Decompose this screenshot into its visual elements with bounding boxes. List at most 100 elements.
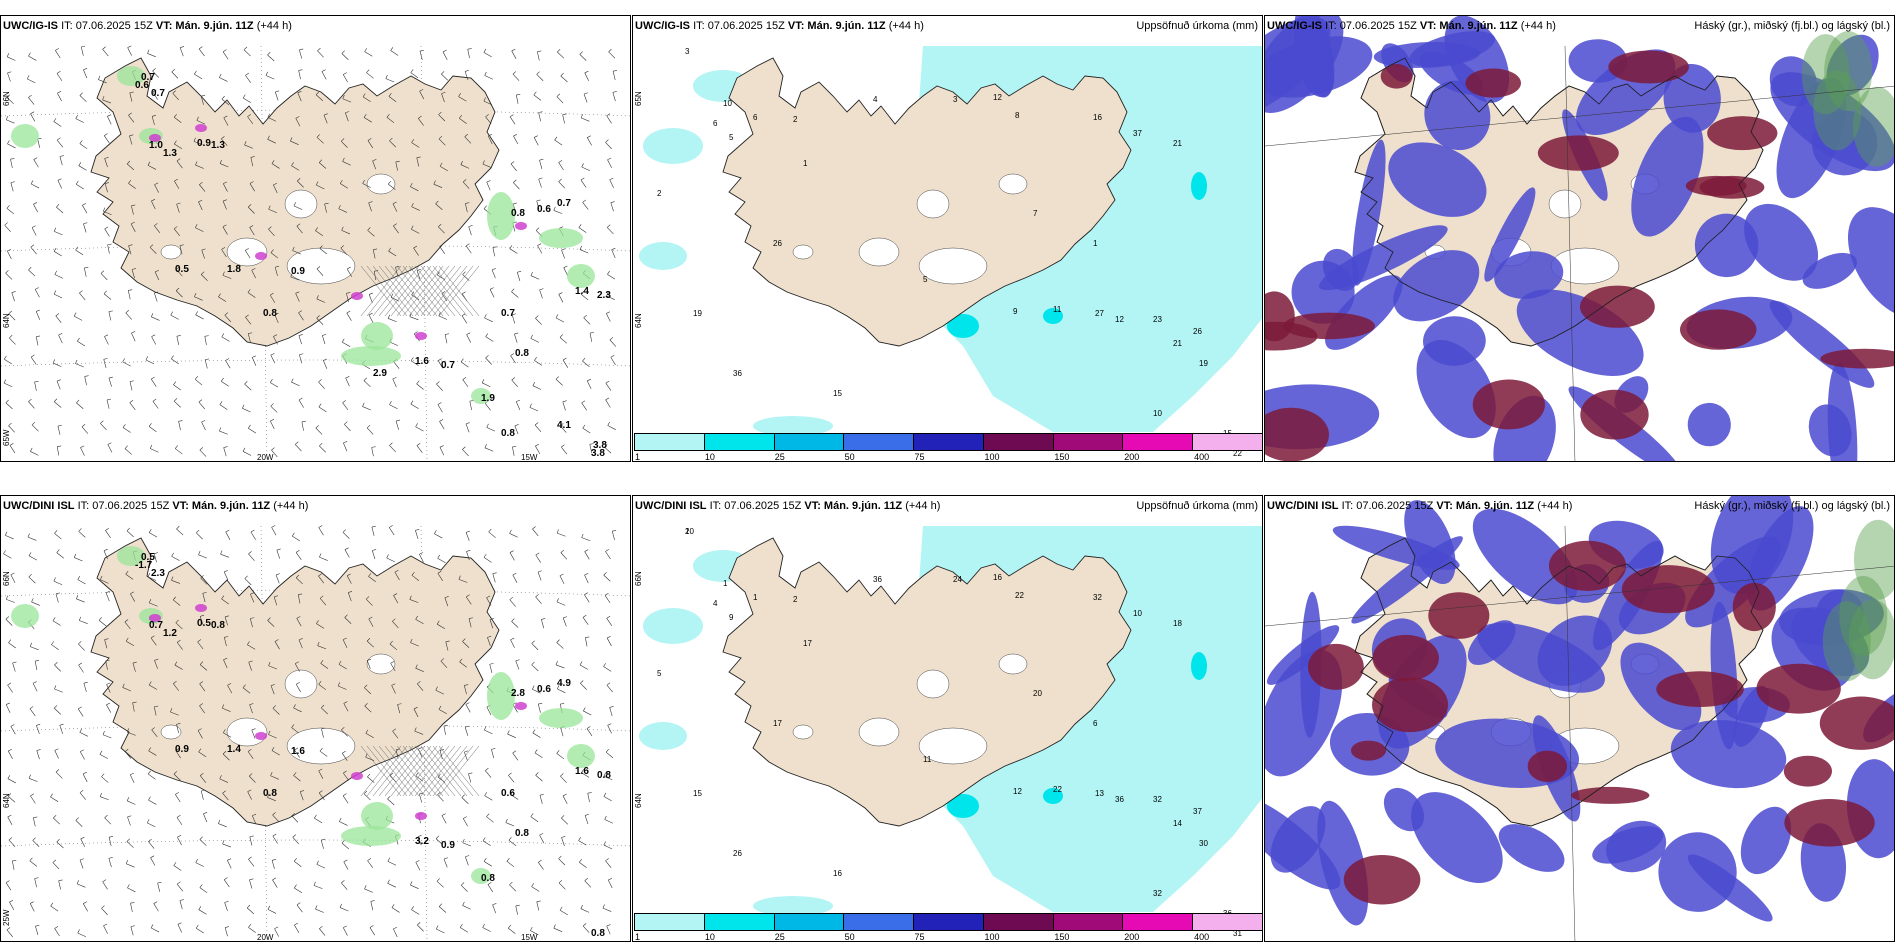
panel-title: Háský (gr.), miðský (fj.bl.) og lágský (… bbox=[1694, 20, 1890, 32]
wind-value-label: 0.8 bbox=[263, 308, 277, 319]
wind-value-label: 1.4 bbox=[227, 744, 241, 755]
lat-label: 25W bbox=[2, 909, 11, 926]
glaciers bbox=[792, 173, 1028, 285]
colorbar-tick-label: 200 bbox=[1124, 452, 1140, 462]
precip-value-label: 36 bbox=[873, 575, 882, 584]
wind-value-label: 2.3 bbox=[151, 568, 165, 579]
precip-value-label: 15 bbox=[693, 789, 702, 798]
panel-header: UWC/IG-IS IT: 07.06.2025 15Z VT: Mán. 9.… bbox=[1267, 20, 1556, 32]
precip-value-label: 12 bbox=[993, 93, 1002, 102]
wind-value-label: 0.8 bbox=[211, 620, 225, 631]
colorbar-segment bbox=[844, 914, 915, 930]
wind-value-label: 0.6 bbox=[501, 788, 515, 799]
wind-value-label: 0.7 bbox=[441, 360, 455, 371]
lat-label: 64N bbox=[634, 313, 643, 328]
colorbar-tick-label: 25 bbox=[774, 452, 785, 462]
precip-value-label: 3 bbox=[685, 47, 690, 56]
wind-value-label: 0.6 bbox=[135, 80, 149, 91]
panel-title: Háský (gr.), miðský (fj.bl.) og lágský (… bbox=[1694, 500, 1890, 512]
map-canvas bbox=[1265, 16, 1894, 461]
precip-value-label: 1 bbox=[723, 579, 728, 588]
wind-value-label: 0.9 bbox=[175, 744, 189, 755]
precip-value-label: 1 bbox=[1093, 239, 1098, 248]
panel-header: UWC/IG-IS IT: 07.06.2025 15Z VT: Mán. 9.… bbox=[635, 20, 924, 32]
wind-value-label: 1.6 bbox=[415, 356, 429, 367]
precip-value-label: 37 bbox=[1193, 807, 1202, 816]
axis-labels: 66N 64N bbox=[634, 571, 643, 808]
colorbar-labels: 1 10 25 50 75 100 150 200 400 bbox=[634, 932, 1262, 942]
precip-value-label: 7 bbox=[1033, 209, 1038, 218]
wind-value-label: 1.6 bbox=[575, 766, 589, 777]
map-canvas: 0.5-1.72.30.71.20.5 0.80.9 1.4 1.60.8 0.62.8… bbox=[1, 525, 630, 941]
panel-header: UWC/DINI ISL IT: 07.06.2025 15Z VT: Mán.… bbox=[3, 500, 309, 512]
colorbar-segment bbox=[1123, 434, 1194, 450]
cloud-field bbox=[1265, 496, 1894, 926]
precip-value-label: 26 bbox=[773, 239, 782, 248]
map-panel-igis-precip: UWC/IG-IS IT: 07.06.2025 15Z VT: Mán. 9.… bbox=[632, 15, 1263, 462]
precip-value-label: 32 bbox=[1093, 593, 1102, 602]
panel-title: Uppsöfnuð úrkoma (mm) bbox=[1136, 20, 1258, 32]
precip-value-label: 5 bbox=[657, 669, 662, 678]
wind-value-label: 4.9 bbox=[557, 678, 571, 689]
panel-header: UWC/DINI ISL IT: 07.06.2025 15Z VT: Mán.… bbox=[1267, 500, 1573, 512]
colorbar-segment bbox=[774, 914, 845, 930]
wind-value-label: 0.6 bbox=[537, 684, 551, 695]
precip-colorbar bbox=[634, 433, 1262, 451]
precip-value-label: 19 bbox=[1199, 359, 1208, 368]
colorbar-segment bbox=[1193, 914, 1262, 930]
wind-value-label: 0.8 bbox=[591, 928, 605, 939]
map-panel-igis-wind: UWC/IG-IS IT: 07.06.2025 15Z VT: Mán. 9.… bbox=[0, 15, 631, 462]
wind-value-label: 0.7 bbox=[501, 308, 515, 319]
precip-value-label: 36 bbox=[733, 369, 742, 378]
colorbar-tick-label: 50 bbox=[844, 932, 855, 942]
colorbar-segment bbox=[983, 914, 1054, 930]
precip-value-label: 32 bbox=[1153, 889, 1162, 898]
wind-value-label: 1.2 bbox=[163, 628, 177, 639]
wind-value-label: 0.8 bbox=[511, 208, 525, 219]
colorbar-tick-label: 200 bbox=[1124, 932, 1140, 942]
colorbar-tick-label: 75 bbox=[914, 452, 925, 462]
wind-value-label: 1.3 bbox=[163, 148, 177, 159]
wind-value-label: 1.8 bbox=[227, 264, 241, 275]
precip-value-label: 4 bbox=[873, 95, 878, 104]
precip-value-label: 12 bbox=[1115, 315, 1124, 324]
precip-value-label: 6 bbox=[713, 119, 718, 128]
wind-value-label: 3.8 bbox=[591, 448, 605, 459]
precip-value-label: 17 bbox=[803, 639, 812, 648]
precip-value-label: 26 bbox=[733, 849, 742, 858]
wind-value-label: 0.8 bbox=[501, 428, 515, 439]
wind-value-label: 0.7 bbox=[151, 88, 165, 99]
wind-value-label: 3.2 bbox=[415, 836, 429, 847]
colorbar-segment bbox=[635, 914, 705, 930]
precip-value-label: 22 bbox=[1233, 449, 1242, 458]
wind-value-label: 1.9 bbox=[481, 393, 495, 404]
precip-value-label: 1 bbox=[753, 593, 758, 602]
precip-value-label: 10 bbox=[723, 99, 732, 108]
lat-label: 66N bbox=[634, 571, 643, 586]
precip-value-label: 16 bbox=[993, 573, 1002, 582]
wind-value-label: 0.5 bbox=[175, 264, 189, 275]
value-labels: 0.5-1.72.30.71.20.5 0.80.9 1.4 1.60.8 0.62.8… bbox=[135, 552, 611, 939]
wind-value-label: 3.8 bbox=[593, 440, 607, 451]
colorbar-segment bbox=[914, 914, 984, 930]
wind-barbs bbox=[3, 525, 617, 938]
precip-value-label: 2 bbox=[793, 595, 798, 604]
precip-value-label: 19 bbox=[693, 309, 702, 318]
precip-value-label: 9 bbox=[1013, 307, 1018, 316]
lat-label: 64N bbox=[2, 793, 11, 808]
colorbar-tick-label: 10 bbox=[704, 452, 715, 462]
precip-value-label: 6 bbox=[1093, 719, 1098, 728]
lon-label: 20W bbox=[257, 453, 274, 462]
colorbar-tick-label: 100 bbox=[984, 932, 1000, 942]
wind-value-label: 0.8 bbox=[481, 873, 495, 884]
colorbar-tick-label: 150 bbox=[1054, 452, 1070, 462]
map-panel-igis-cloud: UWC/IG-IS IT: 07.06.2025 15Z VT: Mán. 9.… bbox=[1264, 15, 1895, 462]
colorbar-segment bbox=[914, 434, 984, 450]
precip-value-label: 16 bbox=[1093, 113, 1102, 122]
precip-value-label: 10 bbox=[1133, 609, 1142, 618]
colorbar-segment bbox=[704, 914, 775, 930]
precip-value-label: 21 bbox=[1173, 339, 1182, 348]
precip-value-label: 36 bbox=[1115, 795, 1124, 804]
precip-value-label: 21 bbox=[1173, 139, 1182, 148]
lat-label: 66N bbox=[2, 571, 11, 586]
